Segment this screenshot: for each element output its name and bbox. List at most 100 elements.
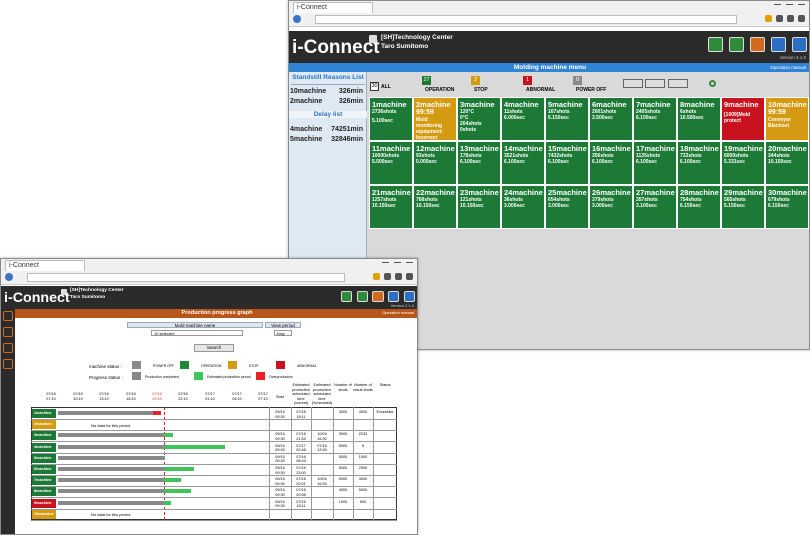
machine-tile[interactable]: 9machine [1009]Mold protect (721, 97, 765, 141)
machine-tile[interactable]: 2machine 99:59 Mold monitoring equipment: … (413, 97, 457, 141)
browser-icon[interactable] (395, 273, 402, 280)
machine-tile[interactable]: 11machine 10000shots 5.500sec (369, 141, 413, 185)
status-label[interactable]: ALL (381, 84, 391, 90)
machine-tile[interactable]: 20machine 344shots 10.150sec (765, 141, 809, 185)
sidebar-button[interactable] (3, 327, 13, 337)
sidebar-button[interactable] (3, 311, 13, 321)
header-button[interactable] (792, 37, 807, 52)
browser-icon[interactable] (798, 15, 805, 22)
machine-tile[interactable]: 4machine 11shots 6.000sec (501, 97, 545, 141)
machine-tile[interactable]: 28machine 754shots 6.150sec (677, 185, 721, 229)
address-bar[interactable] (27, 273, 345, 282)
browser-icon[interactable] (384, 273, 391, 280)
status-label[interactable]: OPERATION (425, 87, 455, 93)
browser-icon[interactable] (776, 15, 783, 22)
browser-icon[interactable] (406, 273, 413, 280)
machine-tile[interactable]: 3machine 120°C 0°C 204shots 0shots (457, 97, 501, 141)
header-button[interactable] (356, 290, 368, 302)
header-button[interactable] (372, 290, 384, 302)
status-count[interactable]: 30 (370, 82, 379, 91)
status-label[interactable]: STOP (474, 87, 488, 93)
period-select[interactable]: 1day (274, 330, 292, 336)
machine-info: 6.150sec (680, 203, 701, 209)
address-bar[interactable] (315, 15, 737, 24)
bar-completed (58, 467, 164, 471)
machine-tile[interactable]: 26machine 379shots 3.000sec (589, 185, 633, 229)
header-button[interactable] (708, 37, 723, 52)
machine-tile[interactable]: 22machine 768shots 10.150sec (413, 185, 457, 229)
machine-label: 10machine (32, 509, 56, 519)
header-button[interactable] (729, 37, 744, 52)
operation-manual[interactable]: Operation manual (382, 310, 414, 315)
window-control[interactable] (382, 262, 389, 263)
machine-tile[interactable]: 19machine 6000shots 5.331sec (721, 141, 765, 185)
status-count[interactable]: 0 (573, 76, 582, 85)
machine-tile[interactable]: 17machine 1135shots 6.100sec (633, 141, 677, 185)
view-button[interactable] (645, 79, 665, 88)
browser-icon[interactable] (765, 15, 772, 22)
browser-tab[interactable]: i-Connect (5, 260, 85, 271)
header-button[interactable] (403, 290, 415, 302)
machine-tile[interactable]: 25machine 654shots 3.000sec (545, 185, 589, 229)
machine-tile[interactable]: 8machine 6shots 10.500sec (677, 97, 721, 141)
bar-estimated (164, 467, 194, 471)
status-count[interactable]: 2 (471, 76, 480, 85)
header-button[interactable] (388, 290, 400, 302)
nav-back[interactable] (293, 15, 301, 23)
machine-tile[interactable]: 21machine 1257shots 10.150sec (369, 185, 413, 229)
browser-tab[interactable]: i-Connect (293, 2, 373, 13)
status-count[interactable]: 27 (422, 76, 431, 85)
machine-tile[interactable]: 30machine 679shots 6.150sec (765, 185, 809, 229)
machine-tile[interactable]: 6machine 2001shots 3.500sec (589, 97, 633, 141)
status-count[interactable]: 1 (523, 76, 532, 85)
time-hour: 01:10 (205, 397, 215, 401)
window-control[interactable] (406, 262, 413, 263)
window-control[interactable] (786, 4, 793, 5)
machine-tile[interactable]: 5machine 167shots 6.150sec (545, 97, 589, 141)
machine-info: 36shots (504, 197, 523, 203)
browser-chrome: i-Connect (289, 1, 809, 27)
sidebar-button[interactable] (3, 343, 13, 353)
time-date: 07/17 (205, 392, 215, 396)
machine-tile[interactable]: 12machine 93shots 5.000sec (413, 141, 457, 185)
view-button[interactable] (623, 79, 643, 88)
machine-tile[interactable]: 7machine 2405shots 6.100sec (633, 97, 677, 141)
browser-icon[interactable] (787, 15, 794, 22)
search-button[interactable]: Search (194, 344, 234, 352)
machine-tile[interactable]: 10machine 99:59 Conveyor Blackout (765, 97, 809, 141)
browser-icon[interactable] (373, 273, 380, 280)
machine-select[interactable]: 10 selected (151, 330, 243, 336)
machine-tile[interactable]: 29machine 565shots 5.150sec (721, 185, 765, 229)
machine-tile[interactable]: 15machine 7432shots 6.100sec (545, 141, 589, 185)
header-button[interactable] (750, 37, 765, 52)
machine-tile[interactable]: 14machine 3521shots 6.100sec (501, 141, 545, 185)
window-control[interactable] (394, 262, 401, 263)
view-button[interactable] (668, 79, 688, 88)
time-date: 07/16 (126, 392, 136, 396)
header-button[interactable] (340, 290, 352, 302)
header-button[interactable] (771, 37, 786, 52)
machine-name: 17machine (636, 144, 675, 153)
nav-back[interactable] (5, 273, 13, 281)
window-control[interactable] (774, 4, 781, 5)
machine-tile[interactable]: 1machine 2736shots 5.100sec (369, 97, 413, 141)
machine-tile[interactable]: 27machine 357shots 3.100sec (633, 185, 677, 229)
machine-tile[interactable]: 18machine 733shots 6.100sec (677, 141, 721, 185)
status-label[interactable]: ABNORMAL (526, 87, 556, 93)
machine-tile[interactable]: 13machine 178shots 6.100sec (457, 141, 501, 185)
machine-tile[interactable]: 16machine 356shots 6.100sec (589, 141, 633, 185)
column-header: Number of shots (334, 383, 352, 392)
refresh-button[interactable] (709, 80, 716, 87)
legend-swatch (228, 361, 237, 369)
standstill-title: Standstill Reasons List (292, 74, 364, 81)
machine-tile[interactable]: 24machine 36shots 3.000sec (501, 185, 545, 229)
machine-info: 6.000sec (504, 115, 525, 121)
sidebar-button[interactable] (3, 359, 13, 369)
machine-name: 14machine (504, 144, 543, 153)
operation-manual[interactable]: Operation manual (770, 65, 806, 70)
window-control[interactable] (798, 4, 805, 5)
bar-completed (58, 489, 164, 494)
machine-tile[interactable]: 23machine 121shots 10.150sec (457, 185, 501, 229)
status-label[interactable]: POWER OFF (576, 87, 607, 93)
machine-info: 6.100sec (460, 159, 481, 165)
